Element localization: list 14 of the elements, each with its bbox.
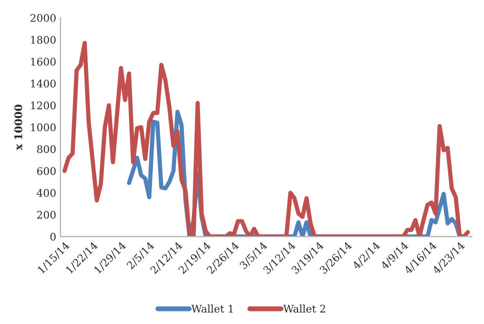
y-tick-label: 1800	[31, 36, 56, 44]
legend-label: Wallet 2	[283, 304, 326, 313]
y-tick-label: 600	[37, 167, 56, 176]
y-tick-label: 0	[50, 232, 56, 241]
y-tick-label: 800	[37, 145, 56, 154]
y-tick-label: 2000	[30, 14, 56, 22]
y-tick-label: 1200	[31, 102, 56, 110]
y-tick-label: 200	[37, 210, 56, 219]
y-tick-label: 400	[36, 189, 56, 197]
y-axis-title: x 10000	[14, 104, 22, 150]
y-tick-label: 1000	[31, 123, 56, 132]
y-tick-label: 1600	[31, 58, 56, 66]
legend-label: Wallet 1	[191, 304, 233, 313]
y-tick-label: 1400	[31, 80, 56, 88]
